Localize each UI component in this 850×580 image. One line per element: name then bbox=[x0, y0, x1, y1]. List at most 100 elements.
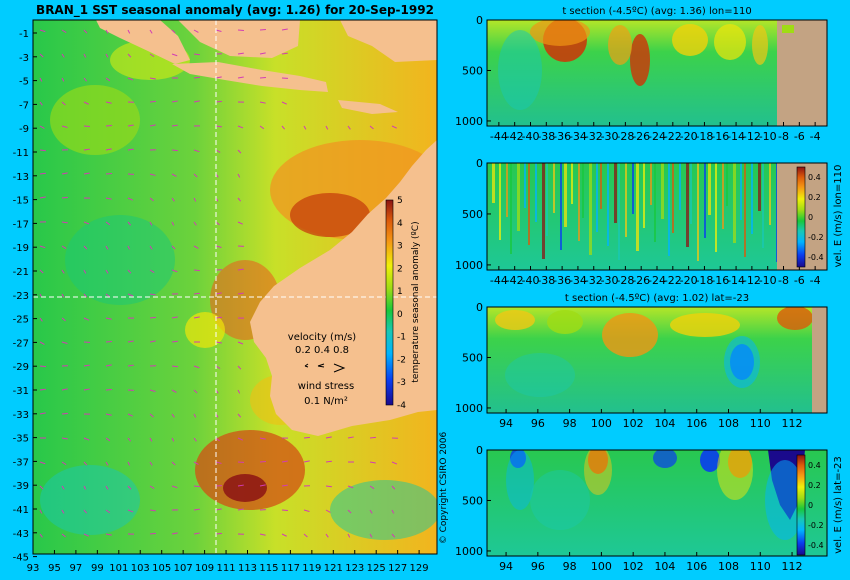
velocity-stripe bbox=[661, 163, 664, 219]
velocity-vector bbox=[149, 77, 156, 80]
section-x-tick-label: -12 bbox=[743, 130, 761, 143]
section-1-y-ticks: 0 500 1000 bbox=[455, 14, 491, 128]
section-x-tick-label: -6 bbox=[794, 274, 805, 287]
sst-colorbar-tick-label: 3 bbox=[397, 242, 403, 252]
wind-legend-scale: 0.1 N/m² bbox=[304, 396, 348, 407]
velocity-vector bbox=[61, 533, 66, 538]
velocity-vector bbox=[127, 221, 132, 226]
section-y-tick-label: 1000 bbox=[455, 259, 483, 272]
velocity-vector bbox=[39, 269, 44, 274]
velocity-vector bbox=[83, 533, 89, 537]
map-lat-tick-label: -11 bbox=[13, 148, 29, 159]
sulawesi-land bbox=[340, 20, 437, 62]
velocity-vector bbox=[149, 269, 155, 274]
velocity-stripe bbox=[492, 163, 495, 203]
velocity-vector bbox=[237, 268, 244, 271]
velocity-stripe bbox=[686, 163, 689, 247]
java-land bbox=[172, 62, 328, 92]
velocity-vector bbox=[215, 341, 222, 344]
velocity-vector bbox=[193, 100, 200, 103]
velocity-vector bbox=[83, 437, 90, 441]
velocity-vector bbox=[127, 29, 131, 34]
map-lon-tick-label: 129 bbox=[410, 563, 429, 574]
velocity-vector bbox=[39, 101, 43, 106]
velocity-vector bbox=[369, 436, 376, 439]
velocity-vector bbox=[215, 149, 221, 154]
velocity-vector bbox=[237, 197, 242, 202]
velocity-vector bbox=[105, 245, 109, 250]
velocity-vector bbox=[149, 437, 153, 442]
section-panel-1: t section (-4.5ºC) (avg: 1.36) lon=110 -… bbox=[455, 6, 828, 143]
velocity-vector bbox=[83, 509, 88, 514]
map-lat-tick-label: -9 bbox=[19, 124, 29, 135]
section-x-tick-label: 96 bbox=[531, 560, 545, 573]
velocity-stripe bbox=[758, 163, 761, 211]
velocity-vector bbox=[149, 316, 156, 319]
section-x-tick-label: 102 bbox=[623, 417, 644, 430]
velocity-vector bbox=[215, 437, 220, 442]
velocity-vector bbox=[149, 197, 154, 202]
section-x-tick-label: 104 bbox=[654, 417, 675, 430]
section-x-tick-label: -14 bbox=[727, 274, 745, 287]
velocity-vector bbox=[61, 221, 68, 224]
section-4-frame bbox=[486, 449, 828, 557]
section-y-tick-label: 1000 bbox=[455, 115, 483, 128]
section-2-x-ticks: -44-42-40-38-36-34-32-30-28-26-24-22-20-… bbox=[490, 266, 821, 287]
section-x-tick-label: -30 bbox=[601, 274, 619, 287]
velocity-vector bbox=[303, 533, 308, 538]
section-x-tick-label: 102 bbox=[623, 560, 644, 573]
section-y-tick-label: 500 bbox=[462, 208, 483, 221]
velocity-vector bbox=[39, 412, 46, 415]
velocity-vector bbox=[61, 29, 67, 33]
velocity-vector bbox=[105, 413, 112, 416]
sst-colorbar-tick-label: 2 bbox=[397, 264, 403, 274]
section-x-tick-label: 108 bbox=[718, 560, 739, 573]
velocity-stripe bbox=[607, 163, 609, 246]
velocity-vector bbox=[215, 532, 222, 535]
sst-colorbar-tick-label: 5 bbox=[397, 196, 403, 206]
section-y-tick-label: 500 bbox=[462, 351, 483, 364]
section-4-colorbar-ticks: 0.4 0.2 0 -0.2 -0.4 bbox=[808, 461, 824, 550]
velocity-vector bbox=[193, 197, 197, 202]
velocity-vector bbox=[105, 437, 111, 442]
velocity-vector bbox=[171, 29, 176, 34]
velocity-vector bbox=[171, 269, 178, 273]
velocity-stripe bbox=[600, 163, 602, 209]
velocity-stripe bbox=[654, 163, 656, 242]
velocity-vector bbox=[149, 340, 156, 343]
velocity-stripe bbox=[690, 163, 692, 224]
velocity-vector bbox=[391, 533, 396, 538]
velocity-vector bbox=[237, 365, 242, 370]
sst-colorbar-label: temperature seasonal anomaly (ºC) bbox=[411, 221, 421, 382]
section-1-land-edge bbox=[782, 25, 794, 33]
velocity-stripe bbox=[697, 163, 699, 261]
section-x-tick-label: -28 bbox=[616, 130, 634, 143]
velocity-vector bbox=[61, 269, 65, 274]
sst-colorbar-tick-label: -2 bbox=[397, 355, 406, 365]
velocity-vector bbox=[171, 197, 175, 202]
velocity-vector bbox=[237, 52, 244, 55]
velocity-legend-arrows bbox=[304, 363, 346, 373]
velocity-stripe bbox=[650, 163, 652, 205]
section-x-tick-label: 94 bbox=[499, 417, 513, 430]
sumatra-land bbox=[96, 20, 190, 64]
map-lat-tick-label: -23 bbox=[13, 291, 29, 302]
velocity-vector bbox=[325, 460, 332, 463]
velocity-stripe bbox=[632, 163, 634, 214]
velocity-vector bbox=[281, 484, 288, 487]
velocity-vector bbox=[259, 101, 266, 104]
velocity-vector bbox=[171, 221, 175, 226]
velocity-vector bbox=[39, 533, 43, 538]
velocity-stripe bbox=[733, 163, 736, 243]
velocity-vector bbox=[127, 77, 134, 81]
velocity-vector bbox=[127, 340, 134, 343]
velocity-vector bbox=[193, 29, 199, 33]
velocity-stripe bbox=[535, 163, 537, 222]
velocity-vector bbox=[171, 365, 178, 368]
section-x-tick-label: -42 bbox=[506, 274, 524, 287]
section-x-tick-label: 106 bbox=[686, 417, 707, 430]
section-x-tick-label: -10 bbox=[759, 130, 777, 143]
velocity-vector bbox=[171, 53, 178, 57]
velocity-vector bbox=[193, 245, 199, 249]
